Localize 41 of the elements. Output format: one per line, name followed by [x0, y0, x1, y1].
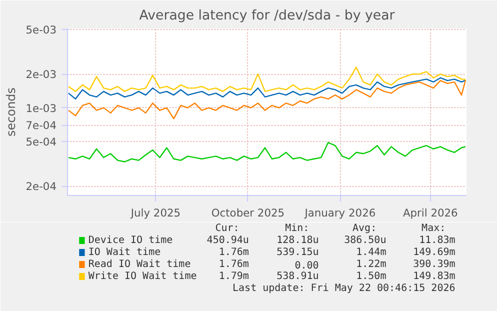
y-tick-label: 5e-03: [26, 23, 57, 36]
line-series: [68, 80, 466, 120]
y-tick-label: 1e-03: [26, 102, 57, 115]
text: 538.91u: [276, 271, 319, 282]
chart-title: Average latency for /dev/sda - by year: [139, 8, 396, 24]
text: 1.79m: [218, 271, 249, 282]
text: 149.69m: [413, 247, 456, 258]
text: 1.50m: [356, 271, 386, 282]
x-tick-label: January 2026: [304, 206, 376, 220]
x-tick-label: October 2025: [211, 206, 285, 220]
y-tick-label: 2e-04: [26, 180, 57, 194]
text: 149.83m: [413, 271, 456, 282]
y-axis-title: seconds: [4, 87, 18, 137]
text: 128.18u: [276, 235, 319, 246]
line-series: [68, 66, 466, 92]
text: 390.39m: [413, 259, 456, 270]
text: 386.50u: [344, 235, 386, 246]
y-tick-label: 5e-04: [26, 136, 57, 149]
line-series: [68, 77, 466, 100]
legend-label: Write IO Wait time: [88, 271, 197, 282]
text: 1.76m: [218, 247, 249, 258]
text: Max:: [422, 223, 446, 234]
line-series: [68, 142, 466, 162]
x-tick-label: July 2025: [130, 206, 181, 220]
text: 450.94u: [206, 235, 249, 246]
text: 1.22m: [356, 259, 386, 270]
text: 1.44m: [356, 247, 386, 258]
legend-label: Device IO time: [88, 235, 173, 246]
legend-label: Read IO Wait time: [88, 259, 191, 270]
text: 11.83m: [419, 235, 456, 246]
y-tick-label: 2e-03: [26, 68, 57, 82]
text: 1.76m: [218, 259, 249, 270]
legend-label: IO Wait time: [88, 247, 161, 258]
text: Min:: [285, 223, 310, 234]
y-tick-label: 7e-04: [26, 119, 57, 132]
text: 0.00: [294, 260, 319, 272]
text: Avg:: [352, 223, 377, 234]
text: 539.15u: [276, 247, 319, 258]
x-tick-label: April 2026: [402, 206, 458, 220]
text: Last update: Fri May 22 00:46:15 2026: [232, 283, 456, 294]
text: Cur:: [215, 223, 240, 234]
